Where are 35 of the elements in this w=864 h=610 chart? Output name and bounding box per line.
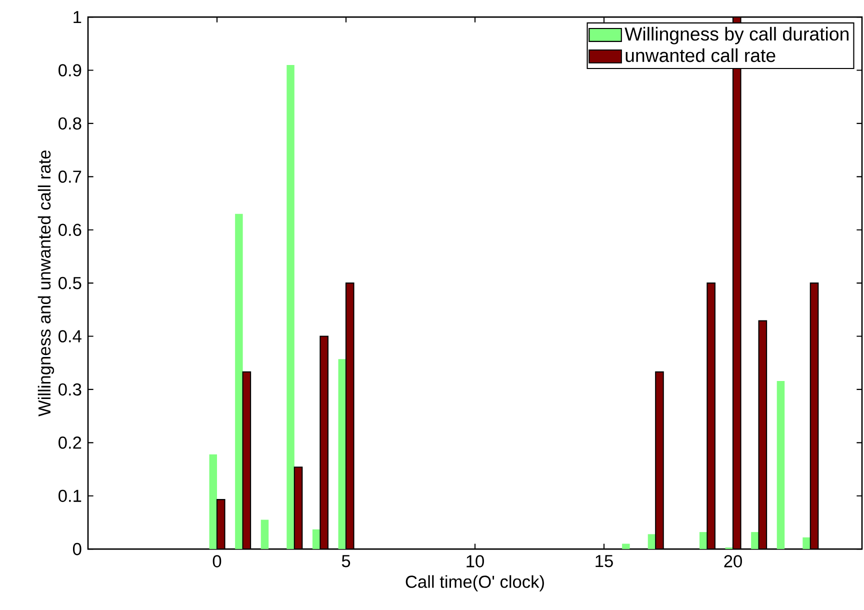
y-axis-title: Willingness and unwanted call rate <box>38 150 54 416</box>
y-tick-label: 0.7 <box>58 170 82 183</box>
y-tick-label: 0.3 <box>58 383 82 396</box>
bar <box>235 214 243 549</box>
bar <box>260 520 269 549</box>
x-tick-label: 20 <box>724 555 742 568</box>
x-tick-label: 0 <box>212 555 222 568</box>
legend-label: unwanted call rate <box>626 48 776 62</box>
legend-label: Willingness by call duration <box>624 26 848 44</box>
bar <box>338 359 346 549</box>
bar <box>802 537 810 549</box>
y-tick-label: 0.5 <box>58 276 82 290</box>
y-tick-label: 0 <box>72 542 82 556</box>
bar <box>699 532 708 549</box>
y-tick-label: 0.6 <box>58 224 82 236</box>
bar <box>655 371 664 549</box>
bar <box>312 529 320 549</box>
y-tick-label: 0.4 <box>58 330 82 342</box>
y-tick-label: 1 <box>74 11 82 23</box>
y-tick-label: 0.9 <box>58 64 82 76</box>
y-tick-label: 0.8 <box>58 117 82 130</box>
bar <box>751 532 759 549</box>
x-tick-label: 10 <box>466 555 484 568</box>
x-tick-label: 15 <box>596 555 613 568</box>
x-axis-title: Call time(O' clock) <box>406 575 544 592</box>
bar <box>648 534 656 549</box>
bar <box>286 64 294 549</box>
bar <box>320 336 328 549</box>
x-tick-label: 5 <box>342 555 350 568</box>
bar <box>209 454 218 549</box>
bar <box>706 282 716 549</box>
bar <box>776 380 785 549</box>
y-tick-label: 0.2 <box>58 436 82 449</box>
bar <box>622 544 630 549</box>
y-tick-label: 0.1 <box>58 490 82 502</box>
